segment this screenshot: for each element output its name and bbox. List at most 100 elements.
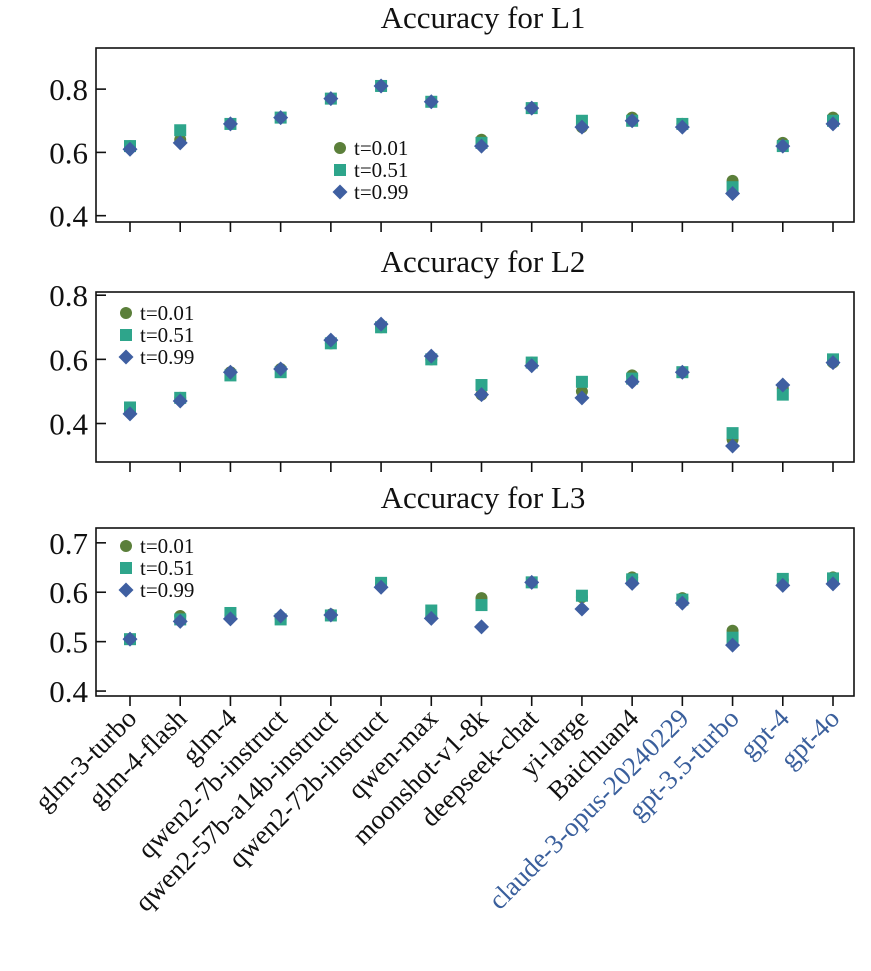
data-point <box>624 113 640 129</box>
data-point <box>273 361 289 377</box>
data-point <box>574 119 590 135</box>
data-point <box>373 579 389 595</box>
x-tick-label: gpt-4o <box>774 703 845 774</box>
data-point <box>574 601 590 617</box>
legend-marker <box>332 184 348 200</box>
data-point <box>222 364 238 380</box>
y-tick-label: 0.6 <box>49 342 88 377</box>
panel-title: Accuracy for L2 <box>381 244 586 279</box>
legend-label: t=0.99 <box>140 345 194 369</box>
legend: t=0.01t=0.51t=0.99 <box>332 136 408 204</box>
y-tick-label: 0.4 <box>49 199 88 234</box>
data-point <box>122 631 138 647</box>
legend: t=0.01t=0.51t=0.99 <box>118 534 194 602</box>
data-point <box>475 599 488 612</box>
legend-label: t=0.51 <box>140 556 194 580</box>
data-point <box>524 100 540 116</box>
data-point <box>323 332 339 348</box>
data-point <box>825 355 841 371</box>
data-point <box>725 186 741 202</box>
legend-marker <box>118 582 134 598</box>
data-point <box>222 611 238 627</box>
legend-marker <box>120 307 132 319</box>
plot-frame <box>95 527 855 697</box>
data-point <box>474 619 489 635</box>
data-point <box>323 607 339 623</box>
data-point <box>775 138 791 154</box>
data-point <box>725 637 741 653</box>
data-point <box>775 577 791 593</box>
y-tick-label: 0.6 <box>49 575 88 610</box>
data-point <box>423 610 439 626</box>
data-point <box>373 316 389 332</box>
data-point <box>575 375 588 388</box>
data-point <box>475 379 488 392</box>
legend-label: t=0.51 <box>140 323 194 347</box>
data-point <box>674 119 690 135</box>
panel-l3: Accuracy for L3 0.4 0.5 0.6 0.7 t=0.01t=0.51t… <box>49 480 855 709</box>
data-point <box>524 358 540 374</box>
data-point <box>825 116 841 132</box>
data-point <box>323 91 339 107</box>
series-t=0.99 <box>122 316 841 454</box>
data-point <box>423 94 439 110</box>
series-t=0.01 <box>124 79 839 187</box>
data-point <box>172 393 188 409</box>
data-point <box>825 576 841 592</box>
panel-l2: Accuracy for L2 0.4 0.6 0.8 t=0.01t=0.51t=0.… <box>49 244 855 472</box>
legend-label: t=0.99 <box>354 180 408 204</box>
legend-label: t=0.51 <box>354 158 408 182</box>
panel-l1: Accuracy for L1 0.4 0.6 0.8 t=0.01t=0.51t=0.… <box>49 0 855 234</box>
data-point <box>423 348 439 364</box>
plot-frame <box>95 291 855 463</box>
data-point <box>575 589 588 602</box>
panel-title: Accuracy for L1 <box>381 0 586 35</box>
data-point <box>624 575 640 591</box>
legend-marker <box>334 164 346 176</box>
data-point <box>776 388 789 401</box>
data-point <box>273 608 289 624</box>
legend-marker <box>120 540 132 552</box>
data-point <box>122 141 138 157</box>
plot-frame <box>95 47 855 223</box>
data-point <box>172 613 188 629</box>
legend-label: t=0.01 <box>140 534 194 558</box>
data-point <box>726 427 739 440</box>
y-tick-label: 0.8 <box>49 72 88 107</box>
data-point <box>524 574 540 590</box>
legend-marker <box>120 562 132 574</box>
series-t=0.99 <box>122 78 841 202</box>
data-point <box>775 377 791 393</box>
data-point <box>122 406 138 422</box>
data-point <box>674 364 690 380</box>
y-tick-label: 0.4 <box>49 407 88 442</box>
data-point <box>624 374 640 390</box>
data-point <box>273 110 289 126</box>
data-point <box>474 387 489 403</box>
legend-label: t=0.01 <box>140 301 194 325</box>
series-t=0.99 <box>122 574 841 653</box>
panel-title: Accuracy for L3 <box>381 480 586 515</box>
data-point <box>373 78 389 94</box>
y-tick-label: 0.6 <box>49 135 88 170</box>
data-point <box>574 390 590 406</box>
y-tick-label: 0.7 <box>49 526 88 561</box>
legend-marker <box>120 329 132 341</box>
legend-marker <box>334 142 346 154</box>
y-tick-label: 0.8 <box>49 278 88 313</box>
legend: t=0.01t=0.51t=0.99 <box>118 301 194 369</box>
data-point <box>725 438 741 454</box>
data-point <box>172 135 188 151</box>
y-tick-label: 0.4 <box>49 674 88 709</box>
data-point <box>674 595 690 611</box>
x-axis-labels: glm-3-turboglm-4-flashglm-4qwen2-7b-inst… <box>29 703 845 918</box>
series-t=0.51 <box>124 321 839 440</box>
data-point <box>222 116 238 132</box>
legend-label: t=0.01 <box>354 136 408 160</box>
y-tick-label: 0.5 <box>49 625 88 660</box>
data-point <box>474 138 489 154</box>
data-point <box>425 604 438 617</box>
data-point <box>174 124 187 137</box>
legend-label: t=0.99 <box>140 578 194 602</box>
